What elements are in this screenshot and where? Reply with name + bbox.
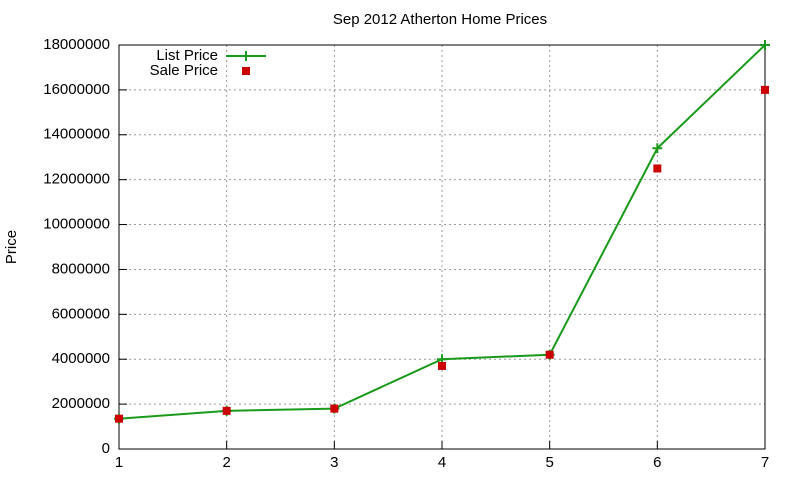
chart-title: Sep 2012 Atherton Home Prices	[333, 11, 547, 28]
point	[761, 85, 769, 94]
y-tick-label: 16000000	[43, 81, 110, 98]
legend-label: List Price	[156, 47, 218, 64]
legend-label: Sale Price	[150, 62, 218, 79]
x-tick-label: 3	[330, 454, 338, 471]
point	[760, 40, 770, 50]
y-tick-label: 14000000	[43, 126, 110, 143]
y-tick-label: 2000000	[52, 395, 110, 412]
x-tick-label: 6	[653, 454, 661, 471]
x-tick-label: 1	[115, 454, 123, 471]
y-tick-label: 0	[102, 440, 110, 457]
point	[652, 143, 663, 154]
plot-frame	[118, 44, 766, 450]
y-tick-label: 6000000	[52, 305, 110, 322]
y-tick-label: 18000000	[43, 36, 110, 53]
point	[222, 406, 231, 415]
point	[545, 350, 554, 359]
y-tick-label: 12000000	[43, 171, 110, 188]
x-tick-label: 4	[438, 454, 446, 471]
y-axis-label: Price	[3, 230, 20, 264]
x-tick-label: 5	[545, 454, 553, 471]
y-tick-label: 10000000	[43, 216, 110, 233]
x-tick-label: 2	[222, 454, 230, 471]
point	[330, 404, 339, 413]
y-tick-label: 4000000	[52, 350, 110, 367]
legend-marker	[242, 67, 250, 75]
point	[438, 361, 446, 370]
point	[653, 164, 662, 173]
legend-marker	[241, 51, 251, 61]
y-tick-label: 8000000	[52, 260, 110, 277]
x-tick-label: 7	[761, 454, 769, 471]
point	[115, 414, 123, 423]
